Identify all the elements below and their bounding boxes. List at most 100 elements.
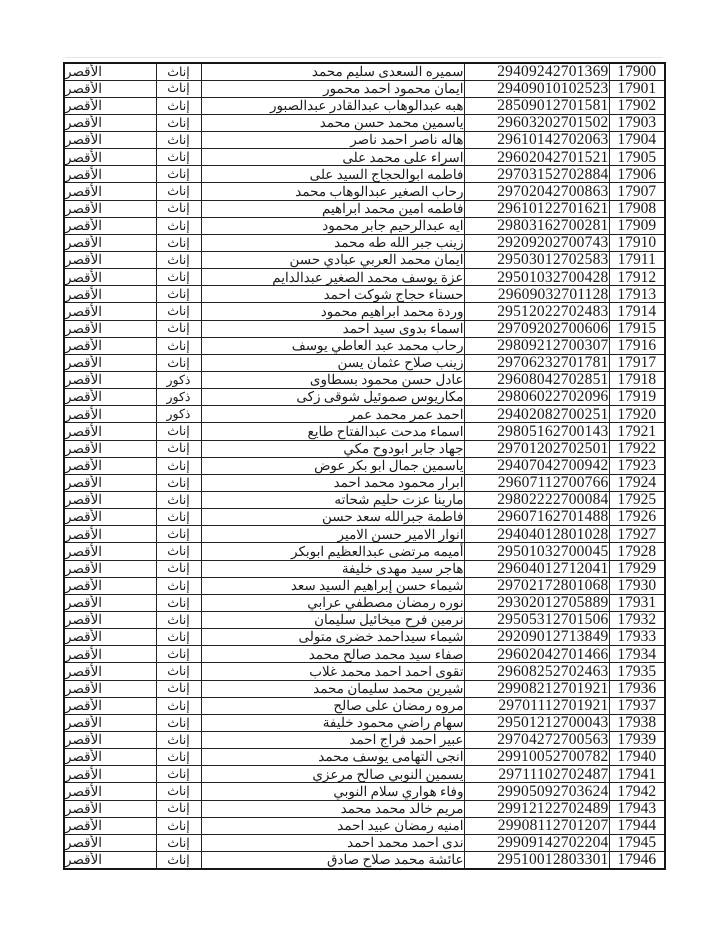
table-row: الأقصر إناث وفاء هواري سلام النوبي 29905…: [63, 782, 666, 801]
table-row: الأقصر إناث انجى التهامى يوسف محمد 29910…: [63, 748, 666, 767]
national-id-cell: 29908112701207: [463, 816, 610, 835]
gender-cell: إناث: [155, 336, 202, 355]
serial-cell: 17912: [608, 268, 666, 287]
governorate-cell: الأقصر: [63, 508, 157, 527]
table-row: الأقصر إناث مريم خالد محمد محمد 29912122…: [63, 799, 666, 818]
name-cell: جهاد جابر ابودوح مكي: [200, 439, 465, 458]
national-id-cell: 29409010102523: [463, 79, 610, 98]
table-row: الأقصر إناث ياسمين محمد حسن محمد 2960320…: [63, 113, 666, 133]
table-row: الأقصر إناث يسمين النوبي صالح مرعزي 2971…: [63, 765, 666, 784]
national-id-cell: 29602042701466: [463, 645, 610, 664]
serial-cell: 17919: [608, 388, 666, 407]
gender-cell: إناث: [155, 799, 202, 818]
name-cell: نوره رمضان مصطفي عرابي: [200, 593, 465, 613]
governorate-cell: الأقصر: [63, 491, 157, 510]
governorate-cell: الأقصر: [63, 850, 157, 870]
name-cell: ياسمين محمد حسن محمد: [200, 113, 465, 133]
governorate-cell: الأقصر: [63, 165, 157, 184]
name-cell: وردة محمد ابراهيم محمود: [200, 302, 465, 321]
table-row: الأقصر إناث ايه عبدالرحيم جابر محمود 298…: [63, 216, 666, 235]
national-id-cell: 29908212701921: [463, 679, 610, 698]
name-cell: اسماء مدحت عبدالفتاح طايع: [200, 422, 465, 441]
gender-cell: إناث: [155, 148, 202, 167]
gender-cell: إناث: [155, 748, 202, 767]
serial-cell: 17920: [608, 405, 666, 424]
serial-cell: 17910: [608, 233, 666, 253]
serial-cell: 17938: [608, 713, 666, 732]
serial-cell: 17935: [608, 662, 666, 681]
gender-cell: إناث: [155, 765, 202, 784]
gender-cell: إناث: [155, 833, 202, 852]
table-row: الأقصر إناث شيرين محمد سليمان محمد 29908…: [63, 679, 666, 698]
governorate-cell: الأقصر: [63, 610, 157, 630]
national-id-cell: 29910052700782: [463, 748, 610, 767]
table-row: الأقصر إناث اسماء مدحت عبدالفتاح طايع 29…: [63, 422, 666, 441]
table-body: الأقصر إناث سميره السعدى سليم محمد 29409…: [63, 62, 666, 870]
national-id-cell: 29809212700307: [463, 336, 610, 355]
gender-cell: إناث: [155, 96, 202, 115]
table-row: الأقصر إناث زينب جبر الله طه محمد 292092…: [63, 233, 666, 253]
governorate-cell: الأقصر: [63, 182, 157, 201]
gender-cell: إناث: [155, 422, 202, 441]
table-row: الأقصر إناث وردة محمد ابراهيم محمود 2951…: [63, 302, 666, 321]
national-id-cell: 29701112701921: [463, 696, 610, 715]
gender-cell: إناث: [155, 182, 202, 201]
name-cell: عائشة محمد صلاح صادق: [200, 850, 465, 870]
governorate-cell: الأقصر: [63, 593, 157, 613]
gender-cell: إناث: [155, 268, 202, 287]
national-id-cell: 29905092703624: [463, 782, 610, 801]
name-cell: ياسمين جمال ابو بكر عوض: [200, 456, 465, 475]
gender-cell: إناث: [155, 713, 202, 732]
table-row: الأقصر إناث امنيه رمضان عبيد احمد 299081…: [63, 816, 666, 835]
name-cell: اسراء على محمد على: [200, 148, 465, 167]
table-row: الأقصر إناث ايمان محمود احمد محمور 29409…: [63, 79, 666, 98]
governorate-cell: الأقصر: [63, 662, 157, 681]
serial-cell: 17928: [608, 542, 666, 561]
serial-cell: 17944: [608, 816, 666, 835]
serial-cell: 17915: [608, 319, 666, 338]
serial-cell: 17923: [608, 456, 666, 475]
national-id-cell: 29802222700084: [463, 491, 610, 510]
name-cell: انجى التهامى يوسف محمد: [200, 748, 465, 767]
governorate-cell: الأقصر: [63, 679, 157, 698]
national-id-cell: 29402082700251: [463, 405, 610, 424]
name-cell: سميره السعدى سليم محمد: [200, 62, 465, 81]
name-cell: صفاء سيد محمد صالح محمد: [200, 645, 465, 664]
national-id-cell: 29505312701506: [463, 610, 610, 630]
gender-cell: إناث: [155, 285, 202, 304]
governorate-cell: الأقصر: [63, 730, 157, 750]
name-cell: هاجر سيد مهدى خليفة: [200, 559, 465, 578]
table-row: الأقصر إناث نوره رمضان مصطفي عرابي 29302…: [63, 593, 666, 613]
governorate-cell: الأقصر: [63, 559, 157, 578]
name-cell: اسماء بدوى سيد احمد: [200, 319, 465, 338]
table-row: الأقصر ذكور احمد عمر محمد عمر 2940208270…: [63, 405, 666, 424]
serial-cell: 17922: [608, 439, 666, 458]
governorate-cell: الأقصر: [63, 62, 157, 81]
national-id-cell: 29510012803301: [463, 850, 610, 870]
national-id-cell: 29702042700863: [463, 182, 610, 201]
name-cell: ندى احمد محمد احمد: [200, 833, 465, 852]
gender-cell: إناث: [155, 491, 202, 510]
table-row: الأقصر إناث صفاء سيد محمد صالح محمد 2960…: [63, 645, 666, 664]
table-row: الأقصر إناث ايمان محمد العربي عبادي حسن …: [63, 251, 666, 270]
name-cell: زينب جبر الله طه محمد: [200, 233, 465, 253]
national-id-cell: 29407042700942: [463, 456, 610, 475]
name-cell: ايمان محمود احمد محمور: [200, 79, 465, 98]
governorate-cell: الأقصر: [63, 645, 157, 664]
gender-cell: إناث: [155, 730, 202, 750]
gender-cell: إناث: [155, 662, 202, 681]
governorate-cell: الأقصر: [63, 628, 157, 647]
table-row: الأقصر إناث نرمين فرح ميخائيل سليمان 295…: [63, 610, 666, 630]
gender-cell: إناث: [155, 782, 202, 801]
table-row: الأقصر ذكور مكاريوس صموئيل شوقى زكى 2980…: [63, 388, 666, 407]
table-row: الأقصر إناث هاجر سيد مهدى خليفة 29604012…: [63, 559, 666, 578]
gender-cell: إناث: [155, 131, 202, 150]
national-id-cell: 29803162700281: [463, 216, 610, 235]
name-cell: هبه عبدالوهاب عبدالقادر عبدالصبور: [200, 96, 465, 115]
gender-cell: ذكور: [155, 371, 202, 390]
name-cell: يسمين النوبي صالح مرعزي: [200, 765, 465, 784]
serial-cell: 17902: [608, 96, 666, 115]
serial-cell: 17911: [608, 251, 666, 270]
name-cell: امنيه رمضان عبيد احمد: [200, 816, 465, 835]
